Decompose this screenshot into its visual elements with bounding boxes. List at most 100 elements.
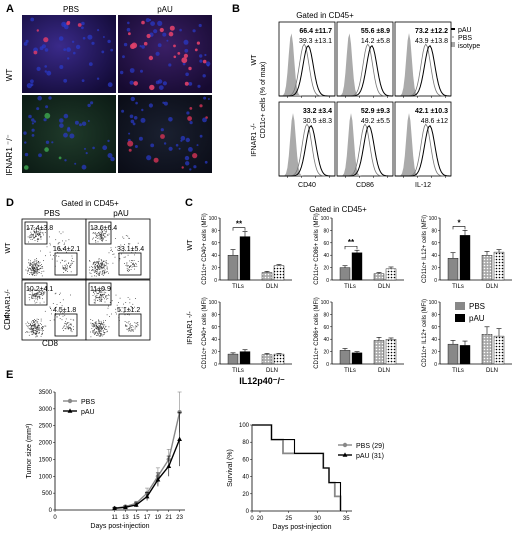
event-dot (98, 327, 100, 328)
marker-cell (181, 166, 184, 169)
stat-pbs: 48.6 ±12 (421, 118, 448, 125)
nucleus (81, 164, 87, 170)
event-dot (31, 267, 33, 269)
event-dot (93, 292, 94, 293)
panel-b-row-wt: WT (251, 54, 258, 66)
event-dot (97, 271, 98, 273)
marker-cell (188, 66, 192, 71)
event-dot (134, 266, 136, 267)
event-dot (95, 295, 97, 297)
event-dot (35, 236, 37, 237)
y-tick-label: 100 (429, 216, 438, 222)
event-dot (94, 331, 96, 333)
event-dot (101, 328, 103, 330)
cd4-percent: 13.6±6.4 (90, 225, 117, 232)
marker-cell (205, 116, 208, 119)
event-dot (27, 228, 28, 230)
stat-pbs: 43.9 ±13.8 (415, 38, 448, 45)
event-dot (65, 321, 66, 322)
event-dot (111, 313, 112, 315)
event-dot (63, 244, 65, 245)
event-dot (100, 331, 102, 332)
event-dot (32, 262, 34, 264)
nucleus (141, 45, 145, 49)
event-dot (93, 289, 94, 291)
event-dot (95, 265, 97, 267)
event-dot (103, 287, 105, 288)
nucleus (168, 63, 172, 67)
event-dot (56, 304, 58, 305)
event-dot (95, 333, 97, 335)
event-dot (34, 324, 36, 325)
event-dot (29, 237, 31, 238)
nucleus (157, 20, 163, 26)
y-tick-label: 100 (321, 300, 330, 306)
nucleus (79, 123, 82, 127)
event-dot (42, 232, 44, 233)
event-dot (107, 263, 109, 265)
panel-b-title: Gated in CD45+ (296, 11, 354, 20)
event-dot (28, 262, 29, 264)
data-point (166, 463, 172, 468)
nucleus (148, 103, 153, 108)
event-dot (29, 237, 30, 239)
event-dot (104, 233, 105, 234)
event-dot (37, 327, 39, 329)
event-dot (100, 326, 102, 328)
event-dot (127, 322, 129, 324)
nucleus (81, 79, 85, 82)
event-dot (33, 325, 35, 327)
event-dot (43, 270, 45, 272)
nucleus (30, 79, 34, 84)
event-dot (31, 266, 33, 267)
event-dot (36, 297, 38, 299)
marker-cell (149, 84, 155, 91)
event-dot (129, 298, 131, 300)
nucleus (73, 51, 76, 55)
x-tick-label: TILs (452, 368, 464, 374)
event-dot (37, 296, 39, 298)
nucleus (33, 120, 37, 123)
event-dot (37, 234, 39, 235)
event-dot (101, 301, 102, 302)
stat-pau: 55.6 ±8.9 (361, 28, 390, 35)
event-dot (29, 328, 30, 330)
event-dot (102, 239, 104, 241)
event-dot (98, 232, 99, 233)
event-dot (31, 296, 33, 298)
panel-d-col-pau: pAU (113, 209, 129, 218)
event-dot (35, 264, 37, 266)
nucleus (74, 162, 77, 165)
event-dot (38, 319, 39, 320)
event-dot (30, 268, 31, 270)
pau-histogram (395, 125, 451, 177)
event-dot (37, 325, 38, 327)
bar-pbs (339, 350, 351, 365)
event-dot (66, 251, 67, 253)
event-dot (100, 334, 102, 336)
event-dot (96, 289, 98, 291)
event-dot (98, 263, 100, 265)
event-dot (36, 268, 38, 270)
event-dot (131, 325, 133, 326)
micrograph-ifnar-pbs (22, 95, 116, 173)
nucleus (140, 69, 143, 73)
nucleus (82, 36, 86, 40)
marker-cell (181, 57, 188, 64)
event-dot (32, 295, 34, 296)
event-dot (32, 274, 34, 276)
y-tick-label: 40 (431, 253, 437, 259)
nucleus (46, 70, 52, 76)
event-dot (106, 267, 108, 269)
event-dot (41, 328, 43, 329)
event-dot (31, 264, 33, 265)
event-dot (99, 272, 100, 274)
event-dot (96, 293, 98, 294)
bar-pau (351, 352, 363, 365)
event-dot (94, 287, 96, 289)
event-dot (119, 297, 121, 299)
event-dot (30, 325, 32, 326)
nucleus (24, 141, 27, 144)
event-dot (97, 263, 99, 264)
cd8-gate (118, 313, 142, 337)
